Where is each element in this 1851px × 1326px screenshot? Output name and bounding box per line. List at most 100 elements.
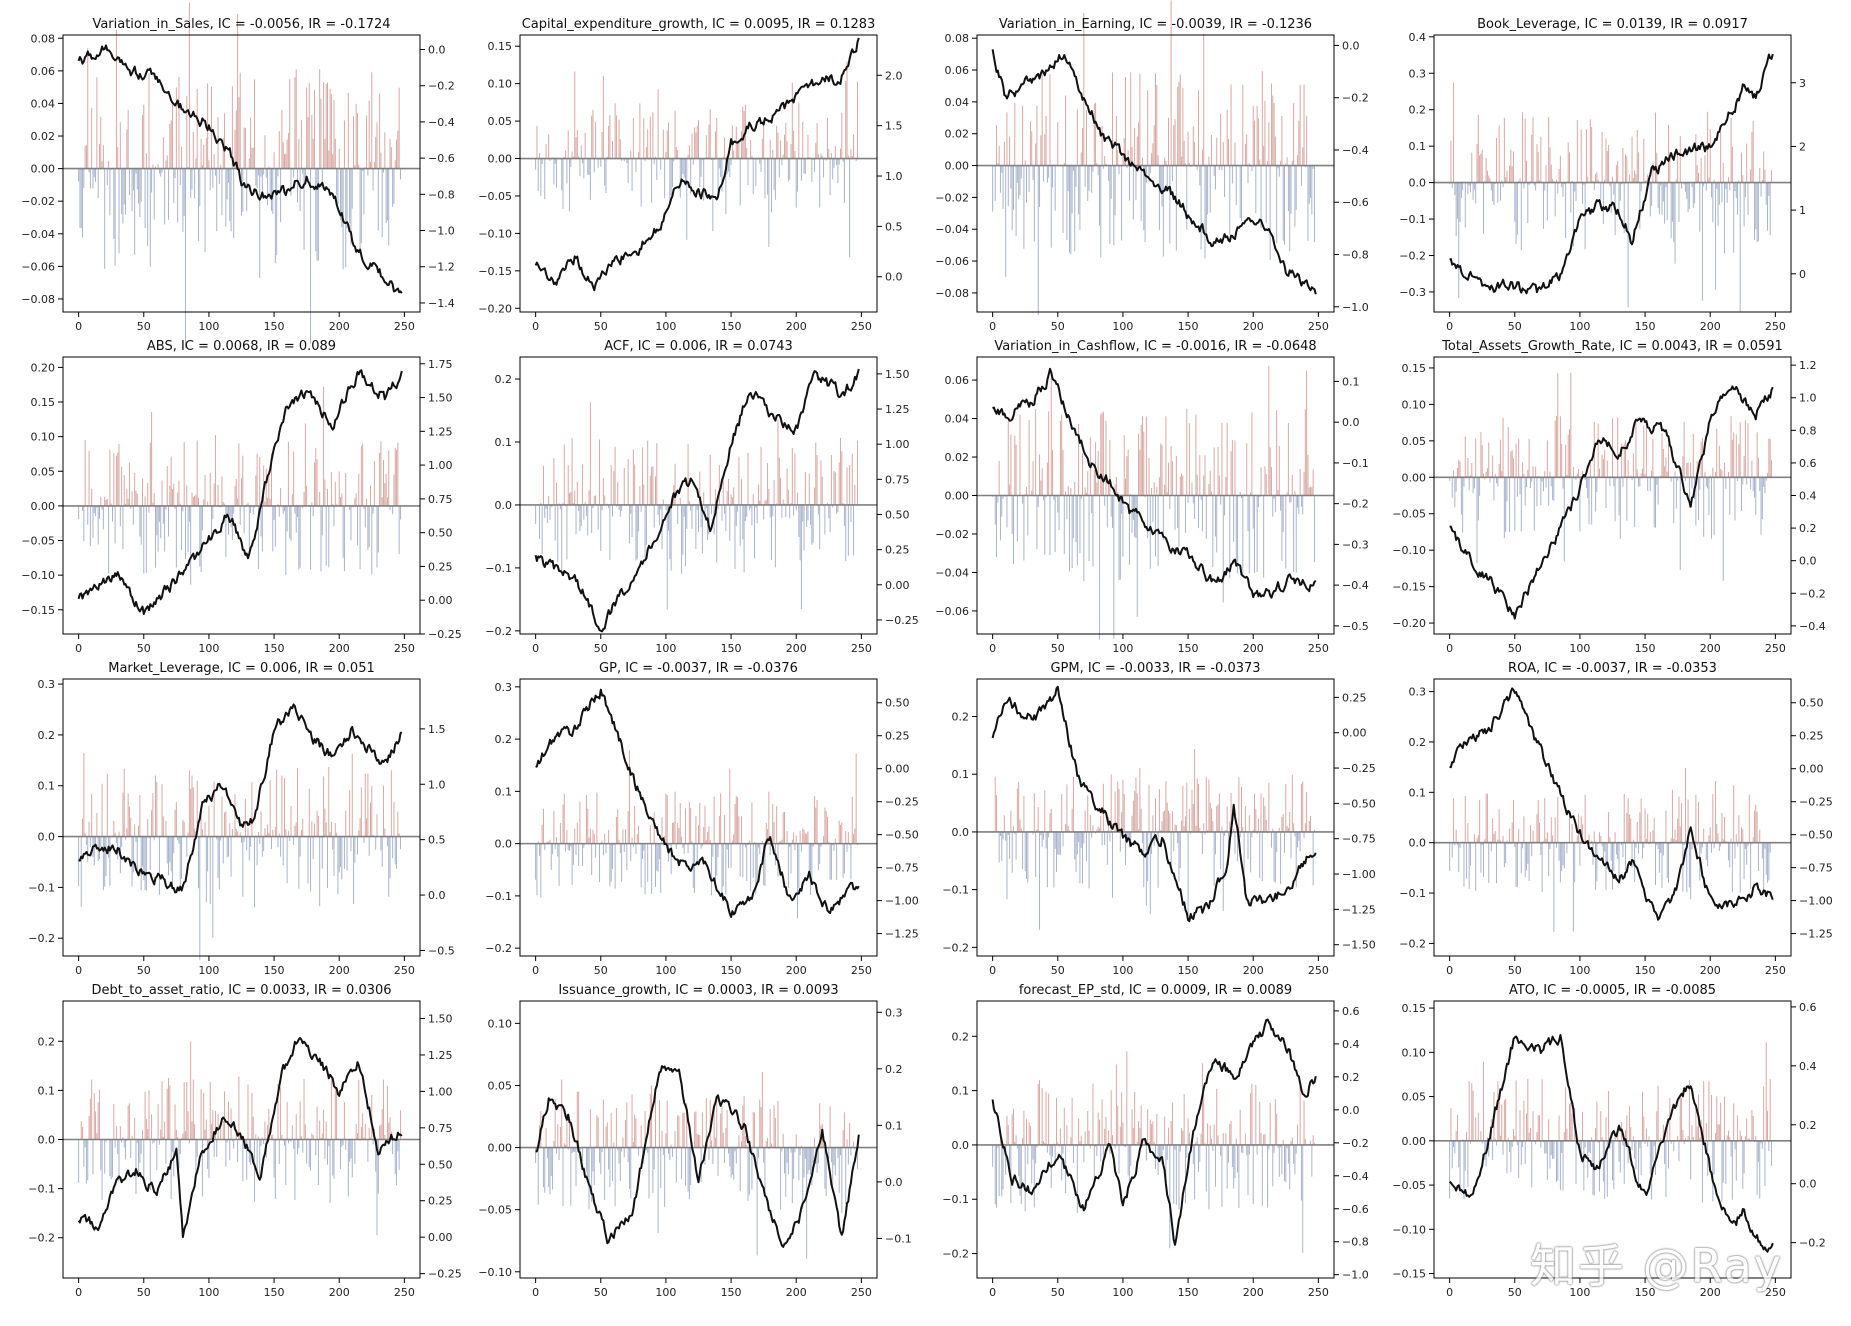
chart-panel: 0 50 100 150 200 250 −0.06 −0.04 −0.02 0.00 0.02 0.… (935, 339, 1368, 655)
watermark: 知乎 @Ray (1530, 1239, 1783, 1293)
x-tick-label: 150 (1178, 1286, 1199, 1299)
x-tick-label: 150 (721, 964, 742, 977)
y2-tick-label: 0.25 (885, 544, 910, 557)
x-tick-label: 50 (137, 642, 151, 655)
y2-tick-label: 0.0 (1799, 1178, 1817, 1191)
y2-tick-label: 0.2 (1342, 1071, 1360, 1084)
y-tick-label: 0.00 (1402, 1135, 1427, 1148)
y-tick-label: −0.15 (21, 604, 55, 617)
y-tick-label: 0.15 (488, 40, 513, 53)
y-tick-label: −0.2 (1399, 250, 1426, 263)
y-tick-label: 0.05 (31, 465, 56, 478)
y-tick-label: −0.04 (935, 566, 969, 579)
y-tick-label: 0.1 (1409, 786, 1427, 799)
y-tick-label: −0.20 (1392, 617, 1426, 630)
y2-tick-label: 0.25 (1799, 730, 1824, 743)
y2-tick-label: 0.2 (885, 1063, 903, 1076)
y-tick-label: −0.04 (21, 228, 55, 241)
y2-tick-label: 0.50 (1799, 697, 1824, 710)
y-tick-label: 0.05 (488, 115, 513, 128)
axes-frame (1433, 678, 1792, 957)
y2-tick-label: −0.25 (1342, 762, 1376, 775)
y-tick-label: −0.05 (478, 1204, 512, 1217)
chart-title: GPM, IC = -0.0033, IR = -0.0373 (1050, 661, 1260, 676)
y2-tick-label: 1.0 (1799, 392, 1817, 405)
y-tick-label: −0.04 (935, 223, 969, 236)
x-tick-label: 200 (1700, 642, 1721, 655)
x-tick-label: 150 (1635, 320, 1656, 333)
y-tick-label: −0.10 (1392, 544, 1426, 557)
chart-title: ACF, IC = 0.006, IR = 0.0743 (604, 339, 793, 354)
y-tick-label: −0.02 (21, 195, 55, 208)
y2-tick-label: 3 (1799, 77, 1806, 90)
y-tick-label: 0.04 (945, 96, 970, 109)
y2-tick-label: −0.4 (1342, 1170, 1369, 1183)
x-tick-label: 50 (1051, 320, 1065, 333)
bar-series (1449, 767, 1772, 932)
y-tick-label: −0.1 (485, 890, 512, 903)
y-tick-label: 0.1 (495, 436, 513, 449)
chart-title: Variation_in_Earning, IC = -0.0039, IR =… (999, 17, 1312, 32)
chart-panel: 0 50 100 150 200 250 −0.15 −0.10 −0.05 0.00 0.05 0.… (21, 339, 461, 655)
y-tick-label: 0.0 (495, 499, 513, 512)
x-tick-label: 100 (655, 642, 676, 655)
y2-tick-label: −0.75 (1342, 833, 1376, 846)
x-tick-label: 50 (1508, 1286, 1522, 1299)
chart-title: Book_Leverage, IC = 0.0139, IR = 0.0917 (1477, 17, 1748, 32)
cumulative-ic-line (1449, 385, 1774, 620)
x-tick-label: 100 (655, 964, 676, 977)
x-tick-label: 150 (1178, 964, 1199, 977)
chart-title: Variation_in_Cashflow, IC = -0.0016, IR … (994, 339, 1316, 354)
y2-tick-label: −0.2 (1342, 498, 1369, 511)
x-tick-label: 0 (532, 1286, 539, 1299)
y2-tick-label: −0.75 (885, 862, 919, 875)
x-tick-label: 150 (721, 320, 742, 333)
x-tick-label: 250 (1308, 1286, 1329, 1299)
y-tick-label: −0.06 (21, 260, 55, 273)
x-tick-label: 250 (394, 320, 415, 333)
bar-series (992, 749, 1315, 930)
y-tick-label: 0.15 (1402, 1002, 1427, 1015)
x-tick-label: 100 (1569, 964, 1590, 977)
x-tick-label: 50 (137, 1286, 151, 1299)
y-tick-label: 0.10 (1402, 398, 1427, 411)
x-tick-label: 150 (721, 642, 742, 655)
y2-tick-label: 0.75 (428, 493, 453, 506)
y2-tick-label: −0.3 (1342, 538, 1369, 551)
y2-tick-label: 1.5 (428, 723, 446, 736)
y-tick-label: 0.2 (38, 1035, 56, 1048)
y2-tick-label: 0.00 (885, 763, 910, 776)
x-tick-label: 200 (786, 320, 807, 333)
y-tick-label: 0.15 (31, 396, 56, 409)
y-tick-label: 0.0 (952, 826, 970, 839)
x-tick-label: 200 (786, 642, 807, 655)
y-tick-label: 0.2 (1409, 736, 1427, 749)
y-tick-label: −0.08 (935, 287, 969, 300)
y-tick-label: −0.06 (935, 255, 969, 268)
y2-tick-label: 0.00 (1799, 763, 1824, 776)
y2-tick-label: 0.3 (885, 1006, 903, 1019)
chart-panel: 0 50 100 150 200 250 −0.08 −0.06 −0.04 −0.02 0.00 0… (935, 0, 1369, 333)
y-tick-label: −0.10 (478, 227, 512, 240)
x-tick-label: 0 (989, 320, 996, 333)
y-tick-label: −0.20 (478, 302, 512, 315)
y-tick-label: −0.06 (935, 605, 969, 618)
y2-tick-label: −0.50 (1342, 797, 1376, 810)
y2-tick-label: 0.00 (428, 594, 453, 607)
y-tick-label: 0.1 (495, 785, 513, 798)
cumulative-ic-line (1449, 687, 1774, 921)
y2-tick-label: 0.0 (428, 43, 446, 56)
x-tick-label: 50 (1051, 964, 1065, 977)
y2-tick-label: 0.0 (885, 1176, 903, 1189)
y-tick-label: −0.15 (1392, 1268, 1426, 1281)
x-tick-label: 250 (1765, 964, 1786, 977)
chart-title: Debt_to_asset_ratio, IC = 0.0033, IR = 0… (91, 983, 391, 998)
y2-tick-label: −0.5 (1342, 620, 1369, 633)
chart-title: Capital_expenditure_growth, IC = 0.0095,… (522, 17, 876, 32)
y-tick-label: −0.05 (1392, 508, 1426, 521)
y2-tick-label: 0.25 (428, 560, 453, 573)
y2-tick-label: −0.8 (1342, 1236, 1369, 1249)
y2-tick-label: −0.6 (428, 152, 455, 165)
y-tick-label: −0.2 (1399, 937, 1426, 950)
x-tick-label: 50 (137, 320, 151, 333)
